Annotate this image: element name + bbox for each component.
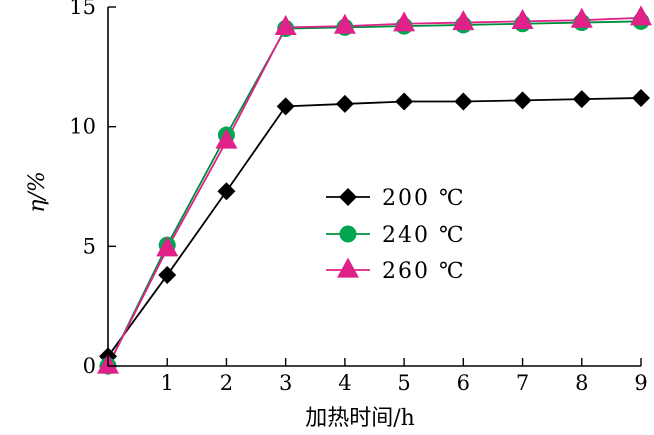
data-point [630,5,652,26]
x-tick-label: 5 [397,371,410,395]
data-point [274,14,297,35]
data-point [454,92,473,111]
series-markers-diamond [99,88,650,375]
ticks: 1 2 3 4 5 6 7 8 9 0 5 10 15 [69,0,647,395]
series-line [107,20,642,367]
data-point [276,97,295,116]
x-tick-label: 2 [220,371,233,395]
x-tick-label: 8 [575,371,588,395]
y-tick-label: 5 [83,234,96,258]
y-tick-label: 0 [83,354,96,378]
series-circle [107,20,642,367]
data-point [511,8,534,29]
x-tick-label: 6 [457,371,470,395]
data-point [572,90,591,109]
y-axis-label: η/% [25,171,50,213]
legend-marker [337,257,359,278]
x-axis-label: 加热时间/h [305,406,415,431]
series-layer [97,5,652,375]
data-point [156,236,179,257]
series-markers-triangle [97,5,652,374]
legend-label: 240 ℃ [382,223,466,248]
legend-label: 200 ℃ [382,186,466,211]
y-tick-label: 15 [69,0,96,19]
data-point [217,182,236,201]
legend-marker [339,225,357,243]
axes [107,7,641,367]
legend-item: 200 ℃ [326,186,466,211]
data-point [158,266,177,285]
series-diamond [107,97,642,366]
legend-marker [339,188,357,206]
series-line [107,16,642,367]
data-point [335,94,354,113]
data-point [632,88,650,107]
x-tick-label: 1 [161,371,174,395]
data-point [333,13,356,34]
series-triangle [107,16,642,367]
y-tick-label: 10 [69,115,96,139]
data-point [393,11,416,32]
x-tick-label: 9 [634,371,647,395]
x-tick-label: 7 [516,371,529,395]
data-point [570,7,593,28]
legend-item: 260 ℃ [326,257,466,284]
data-point [513,91,532,110]
series-line [107,97,642,366]
data-point [395,92,414,111]
series-markers-circle [99,12,650,375]
data-point [452,10,475,31]
legend: 200 ℃ 240 ℃ 260 ℃ [326,186,466,284]
legend-label: 260 ℃ [382,259,466,284]
legend-item: 240 ℃ [326,223,466,248]
x-tick-label: 3 [279,371,292,395]
data-point [215,128,238,149]
x-tick-label: 4 [338,371,351,395]
